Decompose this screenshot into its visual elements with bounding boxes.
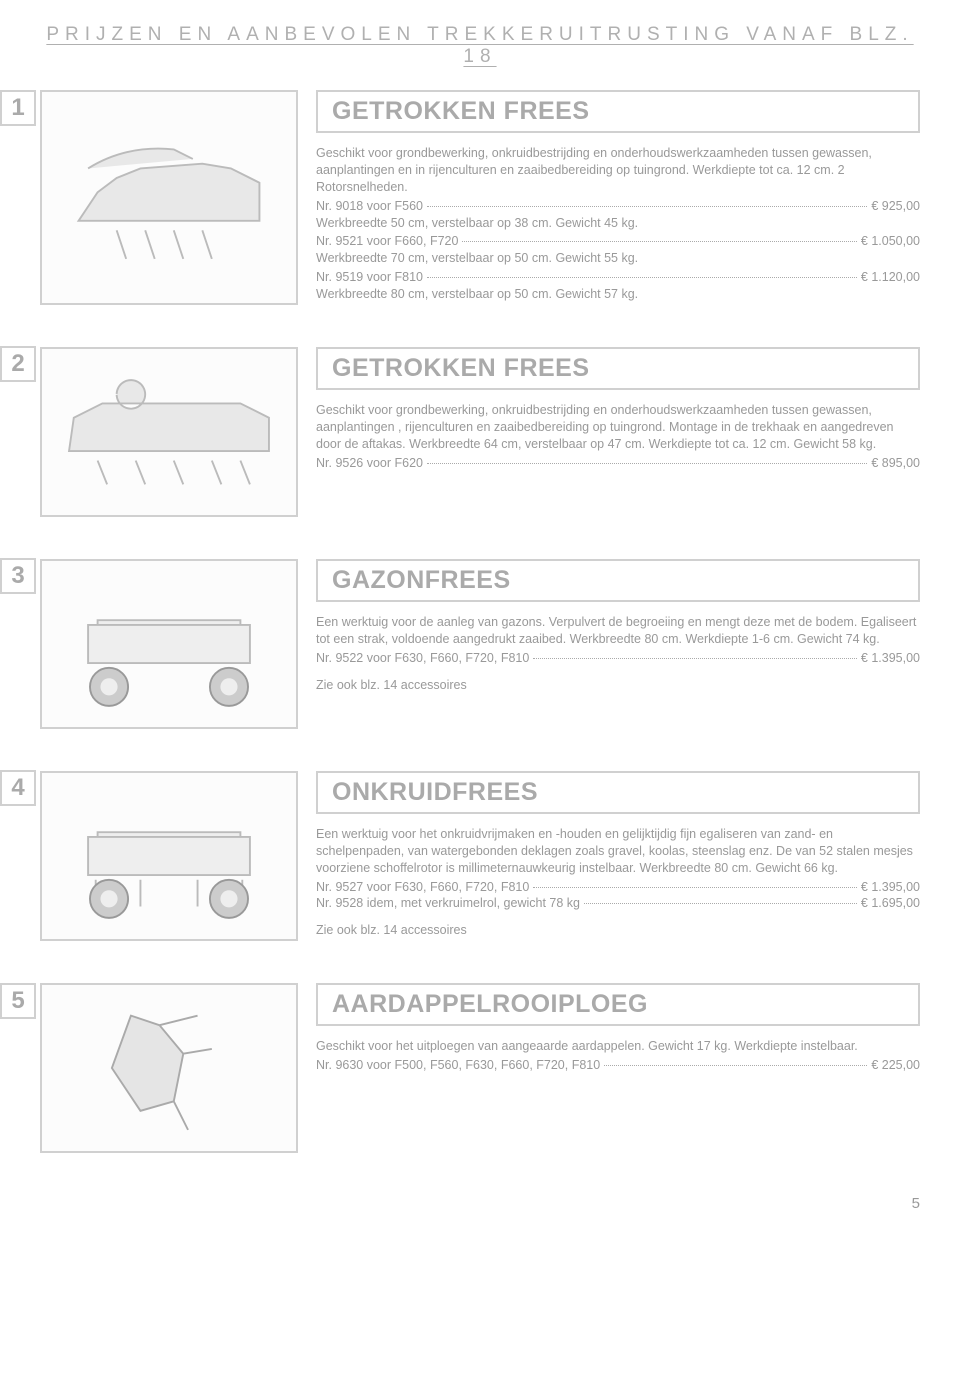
product-title-1: GETROKKEN FREES xyxy=(332,97,590,125)
product-title-2: GETROKKEN FREES xyxy=(332,354,590,382)
product-row-5: 5 AARDAPPELROOIPLOEG Geschikt voor het u… xyxy=(40,983,920,1153)
product-title-box-5: AARDAPPELROOIPLOEG xyxy=(316,983,920,1026)
product-number-2: 2 xyxy=(0,346,36,382)
product-row-2: 2 GETROKKEN FREES Geschikt voor grondbew… xyxy=(40,347,920,517)
product-number-4: 4 xyxy=(0,770,36,806)
product-image-5: 5 xyxy=(40,983,298,1153)
product-number-1: 1 xyxy=(0,90,36,126)
product-desc-3: Een werktuig voor de aanleg van gazons. … xyxy=(316,614,920,696)
weed-tool-icon xyxy=(50,781,288,931)
product-title-3: GAZONFREES xyxy=(332,566,511,594)
page-number: 5 xyxy=(40,1195,920,1212)
product-desc-2: Geschikt voor grondbewerking, onkruidbes… xyxy=(316,402,920,472)
product-image-3: 3 xyxy=(40,559,298,729)
product-image-1: 1 xyxy=(40,90,298,305)
product-number-5: 5 xyxy=(0,983,36,1019)
product-desc-1: Geschikt voor grondbewerking, onkruidbes… xyxy=(316,145,920,305)
tiller-icon xyxy=(50,357,288,507)
page-title: PRIJZEN EN AANBEVOLEN TREKKERUITRUSTING … xyxy=(40,24,920,68)
tiller-icon xyxy=(50,122,288,272)
product-title-5: AARDAPPELROOIPLOEG xyxy=(332,990,648,1018)
product-row-4: 4 ONKRUIDFREES Een werktuig voor het onk… xyxy=(40,771,920,941)
footnote-3: Zie ook blz. 14 accessoires xyxy=(316,677,920,694)
product-desc-4: Een werktuig voor het onkruidvrijmaken e… xyxy=(316,826,920,941)
product-title-box-2: GETROKKEN FREES xyxy=(316,347,920,390)
product-row-3: 3 GAZONFREES Een werktuig voor de aanleg… xyxy=(40,559,920,729)
plow-icon xyxy=(50,993,288,1143)
product-title-box-1: GETROKKEN FREES xyxy=(316,90,920,133)
lawn-tool-icon xyxy=(50,569,288,719)
product-number-3: 3 xyxy=(0,558,36,594)
footnote-4: Zie ook blz. 14 accessoires xyxy=(316,922,920,939)
product-title-box-4: ONKRUIDFREES xyxy=(316,771,920,814)
product-title-4: ONKRUIDFREES xyxy=(332,778,538,806)
product-desc-5: Geschikt voor het uitploegen van aangeaa… xyxy=(316,1038,920,1074)
product-title-box-3: GAZONFREES xyxy=(316,559,920,602)
product-image-4: 4 xyxy=(40,771,298,941)
product-image-2: 2 xyxy=(40,347,298,517)
product-row-1: 1 GETROKKEN FREES Geschikt voor grondbew… xyxy=(40,90,920,305)
